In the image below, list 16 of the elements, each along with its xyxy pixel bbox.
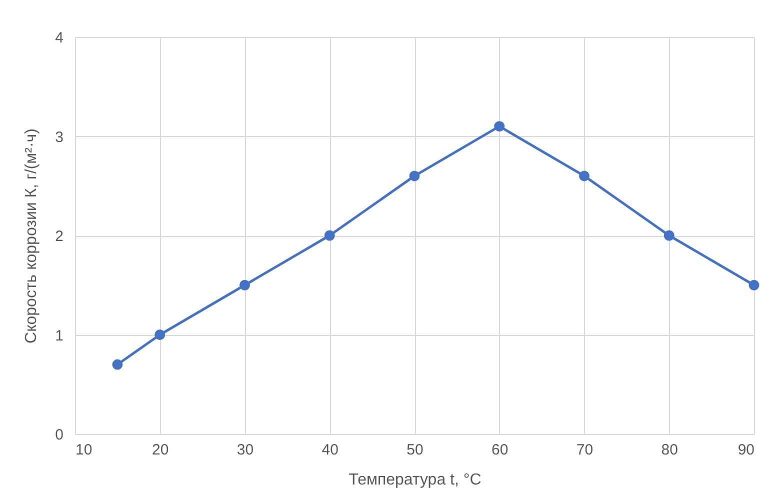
y-tick-label: 1	[55, 327, 64, 344]
x-tick-label: 70	[576, 442, 594, 458]
y-tick-label: 2	[55, 228, 64, 245]
x-tick-label: 80	[661, 442, 678, 458]
x-tick-label: 20	[152, 442, 169, 458]
y-tick-label: 0	[55, 426, 64, 444]
y-tick-label: 3	[55, 128, 64, 146]
x-tick-label: 40	[322, 442, 338, 458]
y-tick-label: 4	[55, 30, 64, 46]
x-tick-label: 10	[76, 442, 92, 458]
y-axis-title: Скорость коррозии К, г/(м²·ч)	[23, 128, 40, 344]
x-tick-label: 60	[492, 442, 508, 458]
x-tick-label: 50	[406, 442, 424, 458]
x-tick-label: 30	[236, 442, 254, 458]
x-tick-label: 90	[738, 442, 754, 458]
x-axis-title: Температура t, °C	[348, 472, 482, 488]
